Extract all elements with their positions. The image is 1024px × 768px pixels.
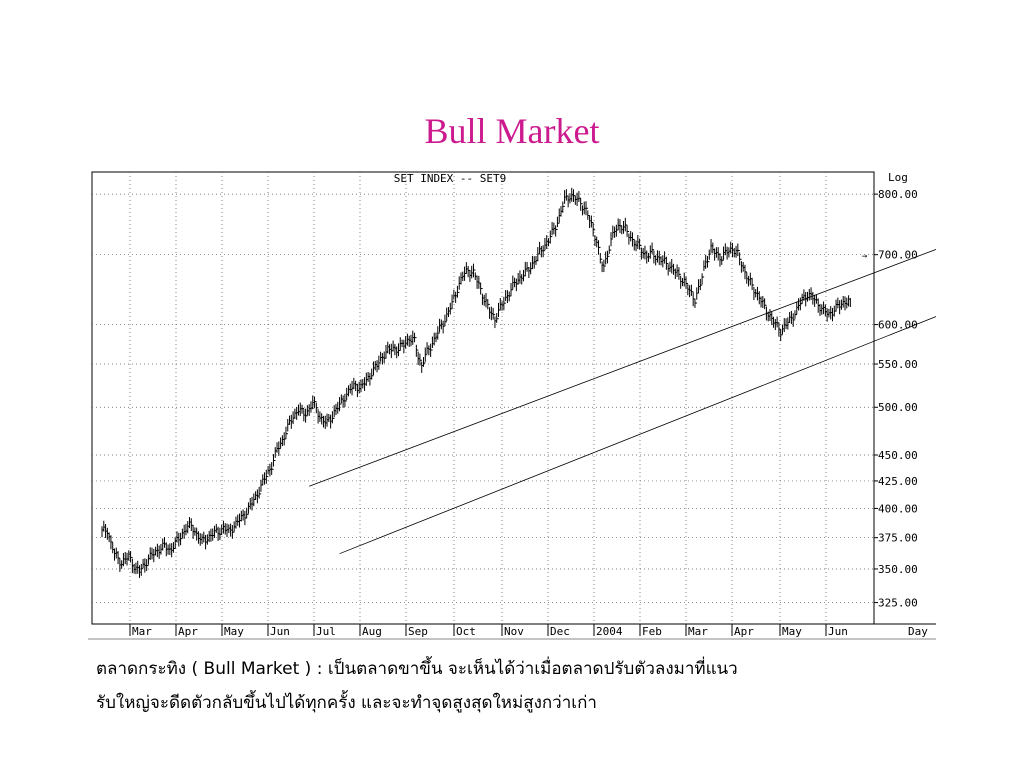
- y-tick-label: 375.00: [878, 532, 918, 545]
- x-tick-label: Jul: [316, 625, 336, 638]
- x-tick-label: Aug: [362, 625, 382, 638]
- trend-channel: [309, 248, 936, 555]
- chart: 800.00 700.00 600.00 550.00 500.00 450.00 425.…: [88, 171, 936, 640]
- y-tick-label: 700.00: [878, 249, 918, 262]
- scale-label: Log: [888, 171, 908, 184]
- caption: ตลาดกระทิง ( Bull Market ) : เป็นตลาดขาข…: [96, 652, 976, 720]
- x-tick-label: Oct: [456, 625, 476, 638]
- x-tick-label: Jun: [828, 625, 848, 638]
- y-tick-label: 550.00: [878, 358, 918, 371]
- plot-background: [91, 171, 875, 625]
- caption-line-2: รับใหญ่จะดีดตัวกลับขึ้นไปได้ทุกครั้ง และ…: [96, 693, 597, 713]
- y-tick-label: 325.00: [878, 597, 918, 610]
- y-tick-label: 350.00: [878, 563, 918, 576]
- y-axis: 800.00 700.00 600.00 550.00 500.00 450.00 425.…: [862, 188, 918, 609]
- x-tick-label: Apr: [734, 625, 754, 638]
- y-tick-label: 450.00: [878, 449, 918, 462]
- y-tick-label: 800.00: [878, 188, 918, 201]
- y-tick-label: 425.00: [878, 475, 918, 488]
- y-tick-label: 500.00: [878, 401, 918, 414]
- slide-title: Bull Market: [424, 111, 600, 151]
- x-tick-label: May: [782, 625, 802, 638]
- y-tick-label: 600.00: [878, 319, 918, 332]
- x-tick-label: Feb: [642, 625, 662, 638]
- x-tick-label: Nov: [504, 625, 524, 638]
- x-tick-label: Apr: [178, 625, 198, 638]
- chart-grid: [92, 172, 874, 624]
- current-level-marker: →: [862, 252, 868, 262]
- x-tick-label: May: [224, 625, 244, 638]
- x-axis: Mar Apr May Jun Jul Aug Sep Oct Nov Dec 2004 Feb Mar…: [88, 623, 936, 640]
- caption-line-1: ตลาดกระทิง ( Bull Market ) : เป็นตลาดขาข…: [96, 659, 738, 679]
- x-tick-label: Mar: [688, 625, 708, 638]
- x-tick-label: Sep: [408, 625, 428, 638]
- x-tick-label: Mar: [132, 625, 152, 638]
- x-tick-label: Dec: [550, 625, 570, 638]
- x-axis-label: Day: [908, 625, 928, 638]
- y-tick-label: 400.00: [878, 502, 918, 515]
- x-tick-label: Jun: [270, 625, 290, 638]
- channel-upper-line: [309, 248, 936, 487]
- x-tick-label: 2004: [596, 625, 623, 638]
- chart-title: SET INDEX -- SET9: [394, 172, 507, 185]
- price-bars: [101, 187, 851, 578]
- plot-frame: [91, 171, 875, 625]
- channel-lower-line: [339, 316, 936, 555]
